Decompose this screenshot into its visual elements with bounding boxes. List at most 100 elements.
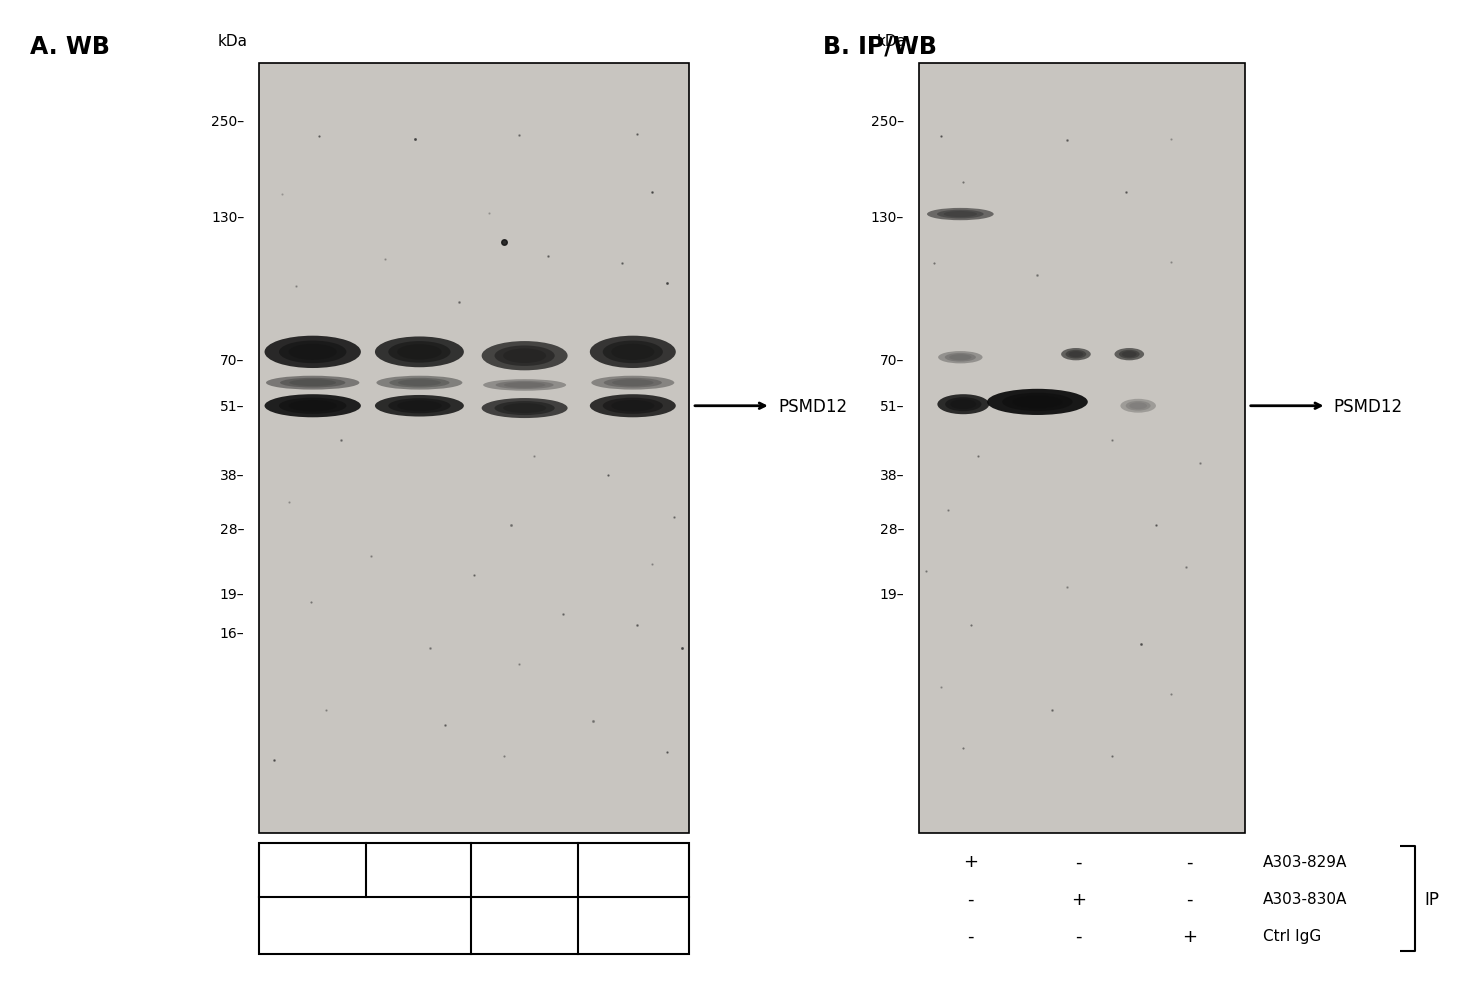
Text: A303-830A: A303-830A — [1263, 891, 1347, 906]
Text: J: J — [631, 917, 636, 935]
Ellipse shape — [289, 380, 336, 387]
Ellipse shape — [495, 401, 554, 416]
Ellipse shape — [590, 394, 676, 418]
Ellipse shape — [1061, 349, 1091, 361]
Ellipse shape — [504, 383, 545, 388]
Text: 51–: 51– — [219, 399, 245, 413]
Ellipse shape — [1012, 396, 1063, 409]
Ellipse shape — [264, 336, 362, 369]
Text: -: - — [968, 927, 974, 945]
Ellipse shape — [482, 342, 568, 371]
Ellipse shape — [397, 345, 442, 360]
Ellipse shape — [495, 346, 554, 367]
Text: 38–: 38– — [219, 468, 245, 482]
Text: A303-829A: A303-829A — [1263, 854, 1347, 869]
Text: B. IP/WB: B. IP/WB — [823, 35, 937, 58]
Ellipse shape — [388, 398, 451, 414]
Ellipse shape — [1126, 401, 1150, 411]
Ellipse shape — [280, 379, 345, 388]
Ellipse shape — [279, 341, 347, 364]
Text: PSMD12: PSMD12 — [1334, 397, 1403, 415]
Text: 19–: 19– — [879, 588, 904, 601]
Text: 19–: 19– — [219, 588, 245, 601]
Ellipse shape — [987, 389, 1088, 415]
Text: IP: IP — [1424, 889, 1439, 908]
Text: kDa: kDa — [877, 35, 907, 49]
Ellipse shape — [603, 341, 662, 364]
Ellipse shape — [289, 400, 336, 412]
Text: -: - — [968, 889, 974, 908]
Text: 130–: 130– — [212, 211, 245, 225]
Text: 70–: 70– — [221, 353, 245, 367]
Ellipse shape — [944, 212, 977, 218]
Ellipse shape — [1120, 399, 1156, 413]
Text: 38–: 38– — [879, 468, 904, 482]
Text: 50: 50 — [513, 861, 536, 880]
Ellipse shape — [375, 337, 464, 368]
Ellipse shape — [1119, 350, 1140, 359]
Text: 15: 15 — [408, 861, 430, 880]
Ellipse shape — [502, 349, 545, 364]
Ellipse shape — [937, 394, 990, 415]
Ellipse shape — [388, 342, 451, 363]
Ellipse shape — [590, 336, 676, 369]
Ellipse shape — [376, 377, 462, 390]
Text: -: - — [1186, 889, 1193, 908]
Text: 16–: 16– — [219, 626, 245, 640]
Ellipse shape — [611, 400, 655, 412]
Ellipse shape — [267, 377, 359, 390]
Text: 130–: 130– — [871, 211, 904, 225]
Text: -: - — [1074, 853, 1082, 871]
Ellipse shape — [375, 395, 464, 417]
Ellipse shape — [483, 380, 566, 391]
Text: 250–: 250– — [871, 114, 904, 129]
Ellipse shape — [928, 209, 993, 221]
Ellipse shape — [946, 397, 981, 412]
Ellipse shape — [1129, 403, 1147, 410]
Ellipse shape — [946, 354, 975, 362]
Ellipse shape — [603, 398, 662, 414]
Text: 51–: 51– — [879, 399, 904, 413]
Ellipse shape — [264, 394, 362, 418]
Ellipse shape — [948, 355, 972, 361]
Ellipse shape — [397, 401, 442, 412]
Ellipse shape — [1069, 352, 1083, 358]
Ellipse shape — [591, 377, 674, 390]
Ellipse shape — [612, 380, 654, 387]
Text: -: - — [1186, 853, 1193, 871]
Ellipse shape — [950, 399, 977, 410]
Ellipse shape — [502, 403, 545, 414]
Ellipse shape — [1122, 352, 1137, 358]
Ellipse shape — [390, 379, 449, 388]
Text: kDa: kDa — [218, 35, 247, 49]
Bar — [259, 843, 689, 954]
Ellipse shape — [397, 380, 440, 387]
Ellipse shape — [611, 344, 655, 361]
Ellipse shape — [495, 382, 554, 389]
Text: A. WB: A. WB — [30, 35, 110, 58]
Text: 250–: 250– — [212, 114, 245, 129]
Text: +: + — [963, 853, 978, 871]
Text: +: + — [1181, 927, 1197, 945]
Text: 50: 50 — [622, 861, 645, 880]
Bar — [919, 64, 1245, 833]
Ellipse shape — [937, 211, 984, 219]
Text: Ctrl IgG: Ctrl IgG — [1263, 929, 1320, 944]
Text: H: H — [517, 917, 532, 935]
Ellipse shape — [1002, 393, 1073, 411]
Text: 28–: 28– — [219, 523, 245, 536]
Text: +: + — [1070, 889, 1086, 908]
Bar — [259, 64, 689, 833]
Ellipse shape — [938, 352, 983, 364]
Text: 70–: 70– — [880, 353, 904, 367]
Text: 50: 50 — [301, 861, 325, 880]
Ellipse shape — [279, 398, 347, 414]
Text: -: - — [1074, 927, 1082, 945]
Ellipse shape — [289, 344, 336, 361]
Ellipse shape — [603, 379, 662, 388]
Text: 293T: 293T — [342, 917, 388, 935]
Text: PSMD12: PSMD12 — [778, 397, 848, 415]
Text: 28–: 28– — [879, 523, 904, 536]
Ellipse shape — [1114, 349, 1144, 361]
Ellipse shape — [482, 398, 568, 419]
